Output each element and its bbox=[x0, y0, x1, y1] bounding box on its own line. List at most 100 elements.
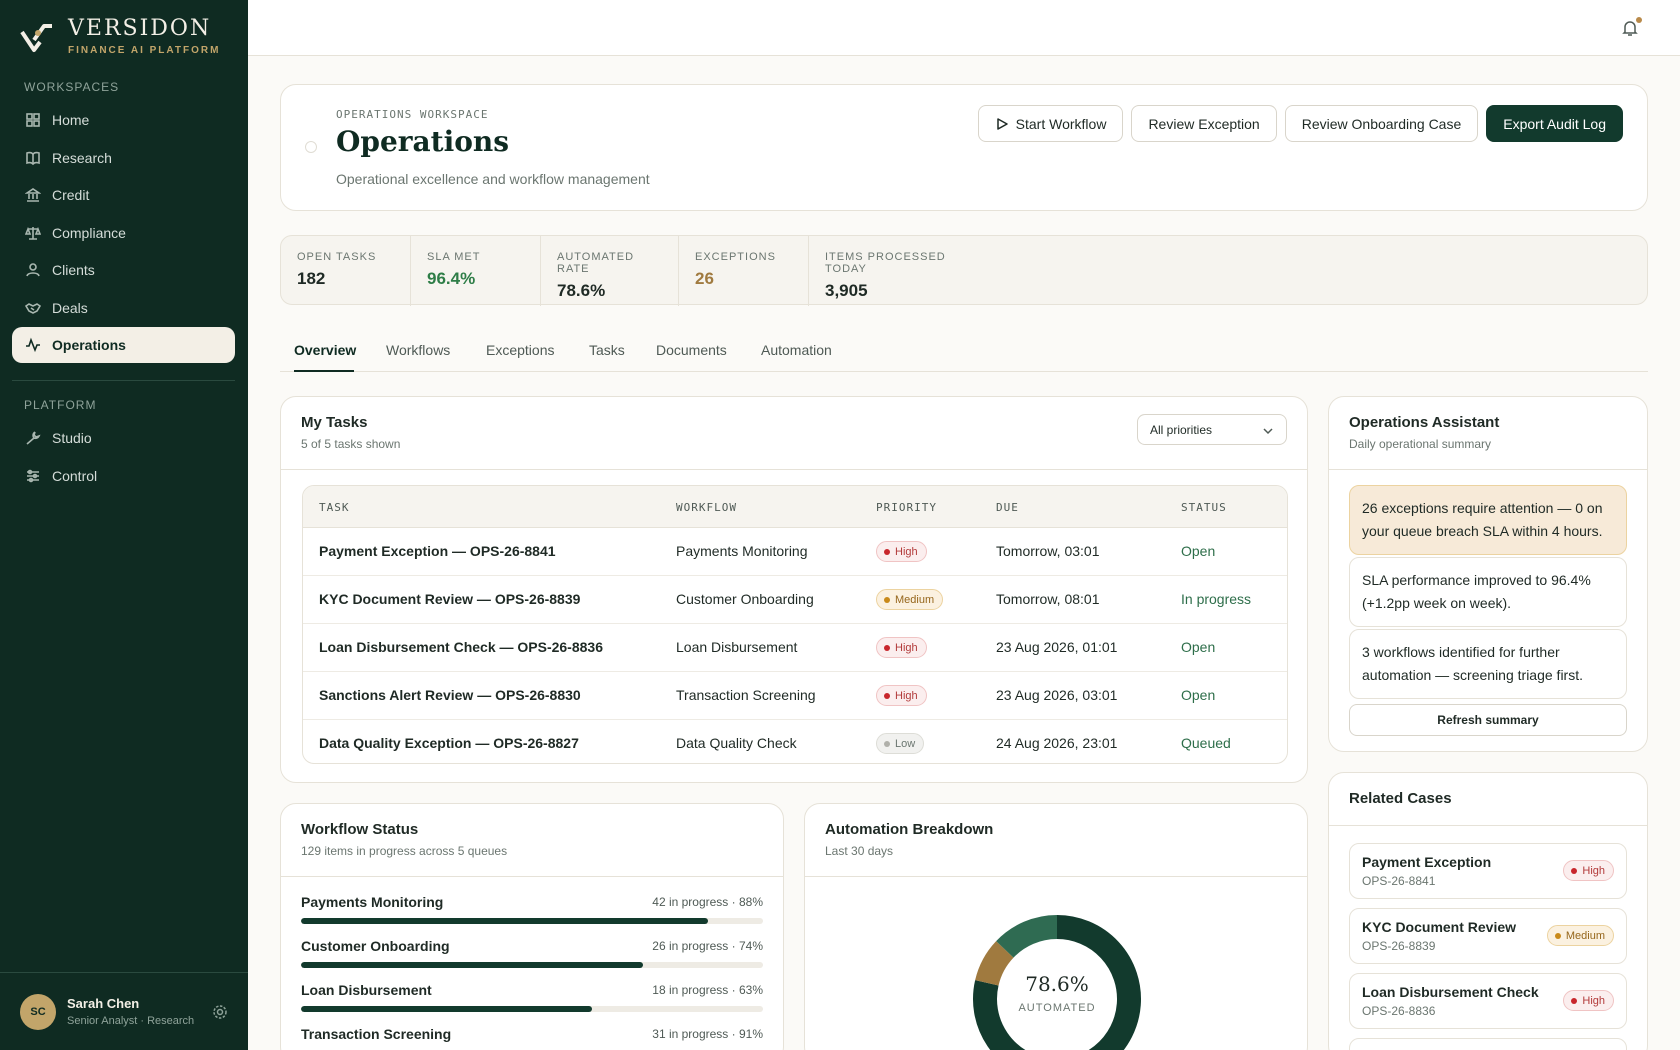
tab-tasks[interactable]: Tasks bbox=[589, 342, 625, 358]
priority-label: Low bbox=[895, 737, 916, 750]
sidebar-item-studio[interactable]: Studio bbox=[12, 420, 235, 456]
table-row[interactable]: Loan Disbursement Check — OPS-26-8836 Lo… bbox=[303, 624, 1287, 672]
brand-logo[interactable]: VERSIDON FINANCE AI PLATFORM bbox=[20, 16, 220, 56]
sidebar-item-deals[interactable]: Deals bbox=[12, 290, 235, 326]
tab-overview[interactable]: Overview bbox=[294, 342, 356, 372]
column-header-task[interactable]: TASK bbox=[319, 501, 350, 514]
task-name[interactable]: Loan Disbursement Check — OPS-26-8836 bbox=[319, 639, 603, 655]
brand-name: VERSIDON bbox=[68, 16, 212, 41]
column-header-priority[interactable]: PRIORITY bbox=[876, 501, 937, 514]
priority-badge: Low bbox=[876, 733, 925, 754]
user-profile[interactable]: SC Sarah Chen Senior Analyst · Research bbox=[0, 972, 248, 1050]
tab-workflows[interactable]: Workflows bbox=[386, 342, 451, 358]
card-divider bbox=[281, 469, 1307, 470]
workflow-progress-row: Customer Onboarding 26 in progress · 74% bbox=[301, 938, 763, 968]
sidebar-item-credit[interactable]: Credit bbox=[12, 177, 235, 213]
refresh-summary-button[interactable]: Refresh summary bbox=[1349, 704, 1627, 736]
related-case-item[interactable]: Payment Exception OPS-26-8841 High bbox=[1349, 843, 1627, 899]
task-name[interactable]: KYC Document Review — OPS-26-8839 bbox=[319, 591, 581, 607]
sidebar: VERSIDON FINANCE AI PLATFORM WORKSPACES … bbox=[0, 0, 248, 1050]
tab-documents[interactable]: Documents bbox=[656, 342, 727, 358]
workflow-name: Payments Monitoring bbox=[301, 894, 444, 910]
sidebar-item-control[interactable]: Control bbox=[12, 458, 235, 494]
activity-icon bbox=[26, 337, 40, 353]
priority-label: High bbox=[1582, 994, 1605, 1007]
kpi-exceptions: EXCEPTIONS 26 bbox=[679, 236, 809, 306]
sidebar-item-label: Compliance bbox=[52, 224, 126, 241]
priority-label: High bbox=[895, 641, 918, 654]
priority-badge: High bbox=[876, 541, 927, 562]
related-case-item[interactable]: Loan Disbursement Check OPS-26-8836 High bbox=[1349, 973, 1627, 1029]
donut-segment-0 bbox=[973, 915, 1141, 1050]
sidebar-item-label: Clients bbox=[52, 262, 95, 278]
kpi-automated-rate: AUTOMATED RATE 78.6% bbox=[541, 236, 679, 306]
column-header-workflow[interactable]: WORKFLOW bbox=[676, 501, 737, 514]
gear-icon[interactable] bbox=[212, 1004, 228, 1020]
card-divider bbox=[1329, 469, 1647, 470]
task-status: In progress bbox=[1181, 591, 1252, 607]
table-row[interactable]: KYC Document Review — OPS-26-8839 Custom… bbox=[303, 576, 1287, 624]
table-row[interactable]: Payment Exception — OPS-26-8841 Payments… bbox=[303, 528, 1287, 576]
table-row[interactable]: Data Quality Exception — OPS-26-8827 Dat… bbox=[303, 720, 1287, 763]
sidebar-item-operations[interactable]: Operations bbox=[12, 327, 235, 363]
workflow-meta: 31 in progress · 91% bbox=[652, 1027, 763, 1041]
priority-filter-select[interactable]: All priorities bbox=[1137, 414, 1287, 445]
tab-automation[interactable]: Automation bbox=[761, 342, 832, 358]
automation-donut-chart bbox=[973, 915, 1141, 1050]
progress-track bbox=[301, 1006, 763, 1012]
workflow-meta: 26 in progress · 74% bbox=[652, 939, 763, 953]
sidebar-item-research[interactable]: Research bbox=[12, 140, 235, 176]
case-name: Loan Disbursement Check bbox=[1362, 984, 1539, 1000]
priority-badge: High bbox=[1563, 990, 1614, 1011]
play-icon bbox=[996, 117, 1008, 130]
platform-label: PLATFORM bbox=[24, 398, 97, 412]
my-tasks-card: My Tasks 5 of 5 tasks shown All prioriti… bbox=[280, 396, 1308, 783]
kpi-label: AUTOMATED RATE bbox=[557, 251, 635, 275]
card-subtitle: Last 30 days bbox=[825, 844, 894, 858]
donut-segment-1 bbox=[975, 941, 1014, 987]
table-row[interactable]: Sanctions Alert Review — OPS-26-8830 Tra… bbox=[303, 672, 1287, 720]
workflow-progress-row: Loan Disbursement 18 in progress · 63% bbox=[301, 982, 763, 1012]
bell-icon[interactable] bbox=[1620, 18, 1640, 38]
export-audit-log-button[interactable]: Export Audit Log bbox=[1486, 105, 1623, 142]
start-workflow-button[interactable]: Start Workflow bbox=[977, 105, 1124, 142]
workflow-name: Transaction Screening bbox=[301, 1026, 452, 1042]
related-case-item[interactable]: KYC Document Review OPS-26-8839 Medium bbox=[1349, 908, 1627, 964]
card-title: Operations Assistant bbox=[1349, 414, 1500, 431]
card-divider bbox=[1329, 825, 1647, 826]
assistant-insight-warning: 26 exceptions require attention — 0 on y… bbox=[1349, 485, 1627, 555]
donut-segment-2 bbox=[996, 915, 1058, 958]
task-status: Open bbox=[1181, 639, 1216, 655]
task-name[interactable]: Data Quality Exception — OPS-26-8827 bbox=[319, 735, 579, 751]
task-workflow: Loan Disbursement bbox=[676, 639, 798, 655]
top-bar bbox=[248, 0, 1680, 56]
sliders-icon bbox=[27, 469, 39, 482]
column-header-due[interactable]: DUE bbox=[996, 501, 1019, 514]
column-header-status[interactable]: STATUS bbox=[1181, 501, 1227, 514]
avatar: SC bbox=[20, 993, 56, 1030]
sidebar-item-label: Research bbox=[52, 149, 112, 166]
operations-assistant-card: Operations Assistant Daily operational s… bbox=[1328, 396, 1648, 752]
task-name[interactable]: Payment Exception — OPS-26-8841 bbox=[319, 543, 556, 559]
task-name[interactable]: Sanctions Alert Review — OPS-26-8830 bbox=[319, 687, 581, 703]
handshake-icon bbox=[25, 302, 41, 314]
priority-badge: High bbox=[876, 637, 927, 658]
workspaces-nav: Home Research Credit Compliance Clients … bbox=[12, 102, 235, 365]
user-name: Sarah Chen bbox=[67, 996, 140, 1011]
card-title: Workflow Status bbox=[301, 821, 419, 838]
review-onboarding-case-button[interactable]: Review Onboarding Case bbox=[1284, 105, 1479, 142]
sidebar-item-compliance[interactable]: Compliance bbox=[12, 215, 235, 251]
card-title: Related Cases bbox=[1349, 790, 1452, 807]
user-role: Senior Analyst · Research bbox=[67, 1015, 195, 1027]
sidebar-item-label: Studio bbox=[52, 430, 92, 446]
review-exception-button[interactable]: Review Exception bbox=[1131, 105, 1277, 142]
sidebar-item-label: Deals bbox=[52, 299, 88, 316]
user-icon bbox=[26, 263, 40, 277]
card-subtitle: Daily operational summary bbox=[1349, 437, 1492, 451]
sidebar-item-home[interactable]: Home bbox=[12, 102, 235, 138]
sidebar-item-clients[interactable]: Clients bbox=[12, 252, 235, 288]
related-case-item[interactable] bbox=[1349, 1038, 1627, 1050]
tab-exceptions[interactable]: Exceptions bbox=[486, 342, 555, 358]
priority-label: Medium bbox=[895, 593, 935, 606]
sidebar-item-label: Control bbox=[52, 467, 98, 484]
